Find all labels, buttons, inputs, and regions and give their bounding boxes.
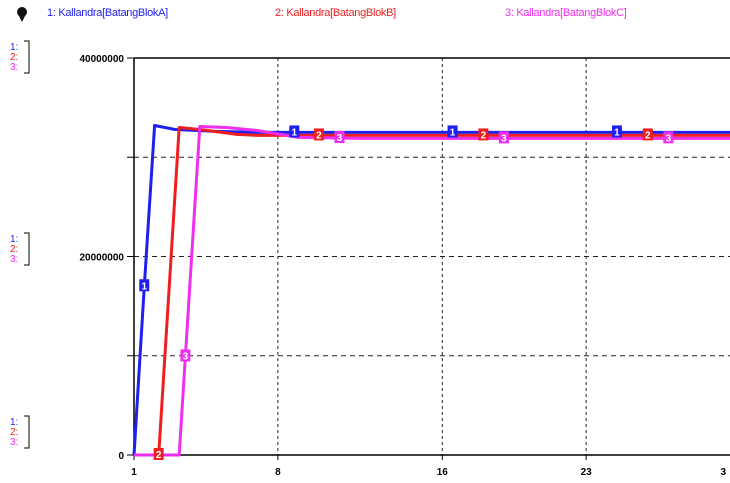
pin-icon [17,7,27,22]
series-marker-3-1: 3 [180,349,191,362]
series-marker-1-4: 1 [611,125,622,138]
marker-box [663,131,674,144]
marker-label: 3 [337,133,343,144]
marker-label: 2 [316,130,322,141]
marker-box [642,128,653,141]
y-tick-label-0: 0 [118,451,124,462]
series-line-3 [134,125,730,457]
y-tick-label-1: 20000000 [80,253,125,264]
series-line-2 [134,126,730,457]
marker-label: 2 [156,450,162,461]
x-tick-label-4: 3 [720,467,726,478]
series-marker-1-3: 1 [447,125,458,138]
axes [127,57,730,460]
series-marker-3-4: 3 [663,131,674,144]
series-marker-1-1: 1 [139,279,150,292]
marker-box [478,128,489,141]
series-markers: 1 1 1 1 2 2 2 2 3 3 3 3 [139,125,674,461]
legend-entry-2: 2: Kallandra[BatangBlokB] [275,7,396,19]
marker-box [180,349,191,362]
legend-entry-3: 3: Kallandra[BatangBlokC] [505,7,627,19]
series-marker-2-4: 2 [642,128,653,141]
x-tick-label-1: 8 [275,467,281,478]
series-marker-3-3: 3 [498,131,509,144]
marker-label: 3 [183,351,189,362]
axis-mark-group-2: 1:2:3: [10,232,30,266]
marker-box [313,128,324,141]
series-line-1 [132,124,730,456]
series-marker-1-2: 1 [289,125,300,138]
legend: 1: Kallandra[BatangBlokA] 2: Kallandra[Ba… [17,7,627,22]
x-tick-label-2: 16 [437,467,449,478]
axis-mark-2: 2: [10,427,18,438]
series-marker-2-2: 2 [313,128,324,141]
axis-mark-1: 1: [10,234,18,245]
x-tick-label-3: 23 [581,467,593,478]
axis-mark-2: 2: [10,244,18,255]
pin-head [17,7,27,17]
grid [134,58,730,455]
marker-box [153,448,164,460]
marker-label: 1 [450,127,456,138]
axis-mark-bracket [24,232,30,266]
pin-tip [19,16,25,22]
series-marker-2-1: 2 [153,448,164,461]
axis-mark-bracket [24,415,30,449]
marker-box [334,131,345,144]
marker-label: 1 [292,127,298,138]
marker-label: 1 [141,281,147,292]
axis-mark-1: 1: [10,42,18,53]
marker-box [611,125,622,138]
axis-mark-group-1: 1:2:3: [10,40,30,74]
marker-box [289,125,300,138]
marker-box [139,279,150,292]
axis-mark-bracket [24,40,30,74]
y-tick-label-2: 40000000 [80,54,125,65]
axis-mark-2: 2: [10,52,18,63]
series-lines [132,124,730,457]
axis-mark-1: 1: [10,417,18,428]
axis-mark-3: 3: [10,254,18,265]
marker-label: 3 [501,133,507,144]
marker-box [498,131,509,144]
legend-entry-1: 1: Kallandra[BatangBlokA] [47,7,168,19]
marker-label: 2 [645,130,651,141]
axis-series-marks: 1:2:3:1:2:3:1:2:3: [10,40,30,449]
marker-label: 1 [614,127,620,138]
x-tick-label-0: 1 [131,467,137,478]
axis-mark-group-3: 1:2:3: [10,415,30,449]
marker-label: 2 [481,130,487,141]
axis-mark-3: 3: [10,62,18,73]
marker-box [447,125,458,138]
series-marker-3-2: 3 [334,131,345,144]
series-marker-2-3: 2 [478,128,489,141]
marker-label: 3 [666,133,672,144]
axis-mark-3: 3: [10,437,18,448]
